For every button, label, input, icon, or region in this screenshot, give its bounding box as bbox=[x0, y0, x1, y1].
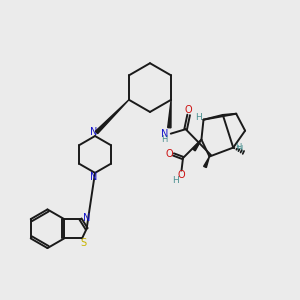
Polygon shape bbox=[95, 100, 129, 134]
Polygon shape bbox=[168, 100, 171, 128]
Text: H: H bbox=[172, 176, 179, 185]
Text: S: S bbox=[80, 238, 87, 248]
Polygon shape bbox=[204, 157, 209, 167]
Text: N: N bbox=[83, 213, 90, 223]
Text: N: N bbox=[160, 129, 168, 139]
Text: H: H bbox=[161, 134, 167, 143]
Text: H: H bbox=[235, 143, 241, 152]
Text: O: O bbox=[166, 149, 173, 159]
Text: O: O bbox=[185, 106, 193, 116]
Text: H: H bbox=[195, 113, 202, 122]
Text: H: H bbox=[237, 145, 243, 154]
Polygon shape bbox=[193, 140, 201, 151]
Text: O: O bbox=[177, 170, 185, 180]
Text: N: N bbox=[90, 127, 97, 137]
Text: N: N bbox=[90, 172, 97, 182]
